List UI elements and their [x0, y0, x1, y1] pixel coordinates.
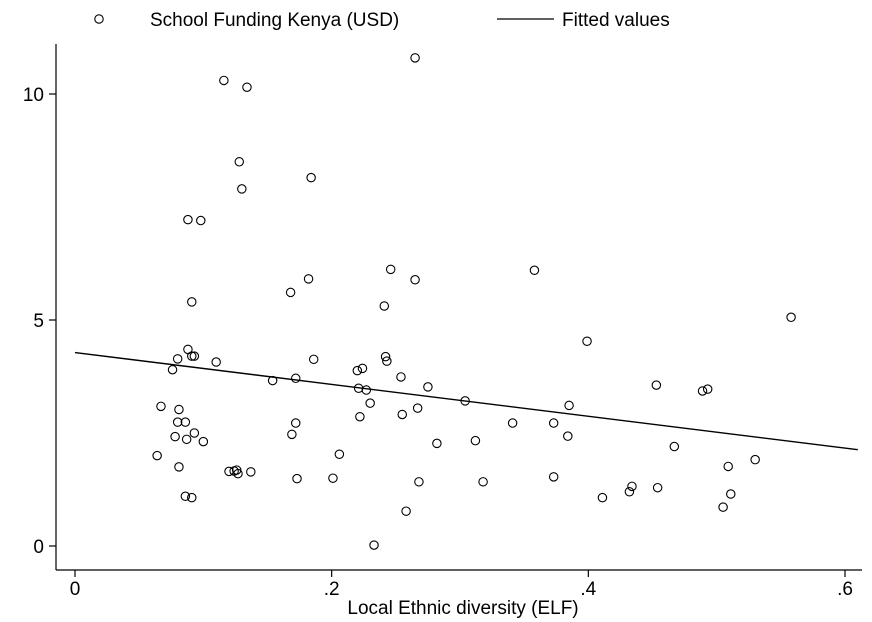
scatter-point — [170, 431, 180, 442]
scatter-point — [786, 312, 796, 323]
scatter-point — [396, 372, 406, 382]
scatter-point — [234, 157, 245, 167]
legend-label-fitted-values: Fitted values — [562, 10, 670, 31]
scatter-point — [211, 357, 221, 367]
scatter-point — [180, 491, 191, 502]
scatter-point — [156, 401, 166, 412]
scatter-point — [233, 468, 243, 479]
x-tick-label: .4 — [580, 579, 596, 600]
scatter-point — [357, 363, 368, 374]
scatter-point — [470, 435, 481, 446]
scatter-point — [380, 351, 391, 362]
scatter-point — [187, 492, 197, 503]
scatter-point — [352, 365, 363, 376]
scatter-point — [379, 301, 390, 311]
scatter-point — [187, 297, 197, 307]
x-tick-label: .6 — [837, 579, 853, 600]
scatter-point — [726, 489, 736, 499]
scatter-point — [401, 506, 411, 516]
scatter-point — [563, 431, 573, 441]
y-tick-label: 5 — [33, 311, 44, 332]
y-tick-label: 10 — [23, 85, 44, 106]
scatter-point — [290, 418, 301, 428]
scatter-point — [397, 409, 407, 420]
scatter-point — [423, 382, 433, 392]
scatter-point — [697, 386, 708, 396]
scatter-point — [597, 492, 608, 503]
fitted-values-series — [74, 351, 858, 451]
legend-marker-circle — [94, 14, 104, 24]
scatter-point — [529, 265, 540, 276]
scatter-point — [669, 441, 680, 452]
scatter-point — [183, 214, 193, 225]
scatter-point — [287, 429, 297, 440]
scatter-point — [152, 450, 162, 461]
scatter-point — [334, 449, 345, 459]
scatter-point — [412, 403, 423, 413]
x-tick-label: .2 — [324, 579, 340, 600]
scatter-point — [246, 467, 256, 477]
fitted-values-line — [74, 351, 858, 451]
scatter-point — [306, 172, 316, 183]
scatter-point — [180, 417, 191, 427]
scatter-point — [174, 404, 184, 415]
legend: School Funding Kenya (USD) Fitted values — [94, 10, 670, 31]
scatter-point — [167, 364, 178, 375]
scatter-point — [290, 373, 301, 384]
scatter-point — [189, 351, 200, 361]
scatter-point — [172, 417, 183, 427]
axes: 0 .2 .4 .6 0 5 10 Local Ethnic diversity (ELF… — [23, 44, 862, 619]
scatter-point — [382, 356, 392, 366]
scatter-point — [267, 375, 278, 386]
scatter-point — [303, 274, 314, 284]
scatter-point — [385, 264, 396, 275]
scatter-point — [718, 502, 728, 512]
scatter-point — [237, 184, 247, 194]
scatter-point — [627, 481, 637, 492]
scatter-point — [750, 454, 760, 465]
scatter-points — [152, 53, 796, 550]
scatter-point — [174, 462, 184, 472]
scatter-point — [328, 473, 338, 483]
scatter-point — [308, 354, 319, 365]
scatter-point — [414, 477, 424, 487]
scatter-point — [292, 473, 302, 484]
scatter-point — [365, 398, 375, 408]
scatter-point — [548, 418, 559, 428]
scatter-point — [723, 461, 733, 472]
scatter-point — [564, 400, 574, 411]
y-tick-label: 0 — [33, 537, 44, 558]
scatter-point — [460, 396, 470, 406]
scatter-point — [355, 411, 365, 422]
scatter-point — [361, 385, 372, 395]
scatter-point — [187, 351, 197, 361]
scatter-point — [410, 53, 420, 63]
scatter-point — [196, 215, 206, 226]
scatter-point — [369, 540, 379, 550]
scatter-point — [189, 428, 200, 438]
scatter-point — [507, 418, 518, 428]
scatter-point — [652, 482, 663, 493]
scatter-point — [410, 275, 420, 285]
scatter-point — [181, 434, 192, 445]
y-axis-ticks: 0 5 10 — [23, 85, 56, 558]
scatter-point — [219, 75, 229, 86]
scatter-point — [478, 477, 488, 487]
scatter-point — [172, 354, 183, 364]
scatter-point — [198, 436, 209, 447]
x-axis-title: Local Ethnic diversity (ELF) — [347, 598, 578, 619]
scatter-point — [548, 472, 559, 482]
x-axis-ticks: 0 .2 .4 .6 — [70, 570, 853, 600]
scatter-point — [242, 82, 252, 92]
scatter-point — [702, 384, 713, 394]
scatter-point — [582, 336, 592, 346]
x-tick-label: 0 — [70, 579, 81, 600]
scatter-point — [624, 487, 635, 497]
scatter-point — [285, 287, 296, 298]
scatter-point — [651, 380, 662, 390]
legend-label-school-funding: School Funding Kenya (USD) — [150, 10, 399, 31]
scatter-point — [432, 438, 442, 449]
